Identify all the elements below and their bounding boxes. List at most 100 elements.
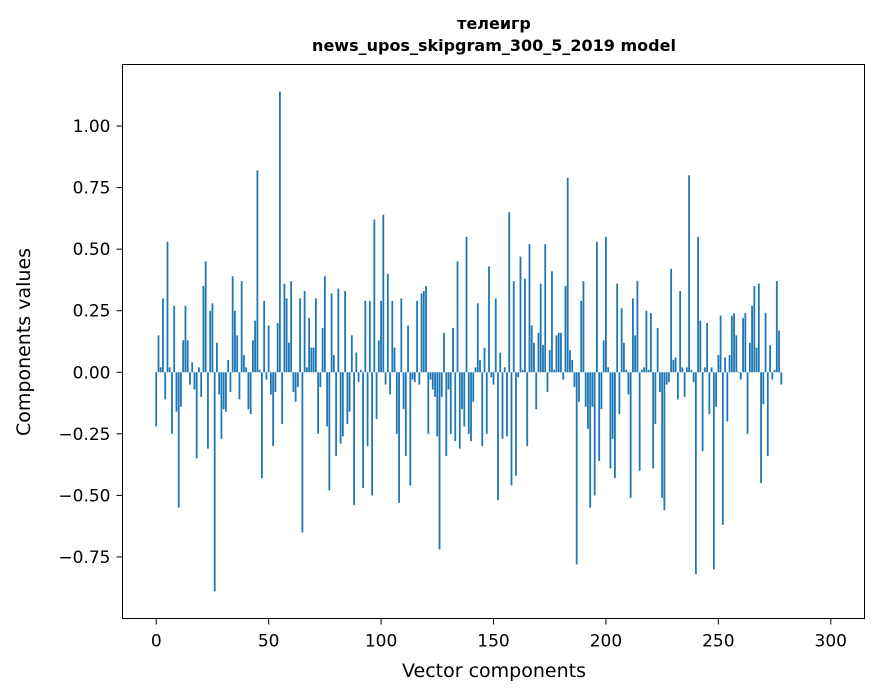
bar-component-175 (548, 350, 551, 373)
bar-component-54 (276, 323, 279, 373)
bar-component-10 (177, 372, 180, 508)
bar-component-33 (229, 372, 232, 392)
bar-component-147 (485, 372, 488, 434)
bar-component-15 (189, 372, 191, 385)
bar-component-55 (278, 91, 281, 373)
bar-component-149 (490, 372, 493, 378)
bar-component-64 (299, 298, 302, 373)
bar-component-148 (488, 266, 490, 373)
bar-component-133 (454, 372, 457, 442)
bar-component-51 (270, 372, 272, 395)
bar-component-245 (706, 323, 709, 373)
bar-component-179 (557, 332, 560, 373)
bar-component-159 (512, 281, 515, 373)
bar-component-219 (647, 369, 650, 373)
bar-component-183 (566, 177, 569, 373)
bar-component-85 (346, 372, 349, 424)
bar-component-266 (753, 286, 756, 373)
bar-component-41 (247, 372, 250, 410)
bar-component-87 (350, 335, 353, 373)
bar-component-227 (665, 372, 668, 385)
bar-component-248 (712, 372, 715, 570)
bar-component-42 (249, 372, 252, 415)
bar-component-233 (679, 291, 682, 373)
x-axis-label: Vector components (402, 660, 586, 682)
y-tick-label: 0.50 (73, 240, 111, 260)
bar-component-151 (494, 298, 497, 373)
bar-component-26 (213, 372, 216, 592)
bar-component-199 (602, 340, 605, 373)
bar-component-262 (744, 313, 747, 373)
bar-component-212 (632, 298, 634, 373)
bar-component-30 (222, 372, 225, 410)
bar-component-214 (636, 281, 639, 373)
bar-component-246 (708, 372, 711, 415)
bar-component-198 (600, 372, 603, 410)
bar-component-215 (638, 372, 641, 471)
bar-component-160 (515, 372, 517, 476)
bar-component-76 (326, 372, 329, 427)
bar-component-13 (184, 305, 187, 373)
bar-component-221 (652, 372, 655, 469)
bar-component-235 (683, 372, 686, 397)
bar-component-202 (609, 372, 612, 469)
y-tick-label: −0.50 (58, 486, 110, 506)
bar-component-150 (492, 372, 495, 385)
bar-component-134 (456, 261, 459, 373)
bar-component-259 (737, 372, 740, 373)
bar-component-275 (773, 369, 776, 373)
bar-component-12 (182, 340, 185, 373)
bar-component-93 (364, 300, 367, 373)
bar-component-99 (377, 340, 380, 373)
bar-component-263 (746, 372, 749, 434)
bar-component-204 (614, 372, 616, 479)
bar-component-240 (694, 372, 697, 575)
bar-component-127 (440, 372, 443, 397)
y-axis-ticks: −0.75 −0.50 −0.25 0.00 0.25 0.50 0.75 1.00 (58, 117, 123, 568)
bar-component-209 (625, 369, 628, 373)
bar-component-195 (593, 372, 596, 496)
bar-component-3 (162, 298, 164, 373)
bar-component-200 (605, 236, 607, 373)
bar-component-65 (301, 372, 304, 533)
bar-component-185 (571, 359, 574, 373)
bar-component-32 (227, 359, 230, 373)
bar-component-122 (429, 372, 432, 380)
bar-component-196 (596, 241, 598, 373)
x-tick-label: 200 (590, 632, 622, 652)
bar-component-258 (735, 335, 738, 373)
bar-component-1 (157, 335, 160, 373)
bar-component-24 (209, 310, 212, 373)
bar-component-181 (562, 372, 565, 380)
bar-component-256 (730, 315, 733, 373)
bar-component-222 (654, 372, 657, 424)
bar-component-217 (643, 367, 646, 373)
bar-component-145 (481, 372, 484, 447)
x-axis-ticks: 0 50 100 150 200 250 300 (151, 618, 847, 652)
bar-component-168 (533, 342, 535, 373)
bar-component-14 (186, 340, 189, 373)
bar-component-49 (265, 372, 268, 380)
bar-component-43 (252, 340, 254, 373)
bar-component-228 (667, 372, 670, 383)
bar-component-108 (398, 372, 400, 503)
bar-component-154 (501, 372, 504, 439)
bar-component-157 (508, 212, 511, 373)
bar-component-124 (434, 372, 436, 397)
bar-component-59 (287, 342, 290, 373)
bar-component-97 (373, 219, 376, 373)
bar-component-143 (476, 303, 479, 373)
bar-component-236 (685, 367, 688, 373)
bar-component-58 (285, 298, 288, 373)
bar-component-254 (726, 372, 729, 422)
bar-component-23 (207, 372, 209, 449)
bar-component-251 (719, 315, 722, 373)
bar-component-40 (245, 367, 248, 373)
bar-component-129 (445, 372, 448, 456)
bars-group (155, 91, 783, 592)
bar-component-111 (404, 372, 407, 456)
chart-subtitle: news_upos_skipgram_300_5_2019 model (312, 36, 676, 55)
bar-component-277 (778, 330, 780, 373)
bar-component-98 (375, 372, 378, 420)
